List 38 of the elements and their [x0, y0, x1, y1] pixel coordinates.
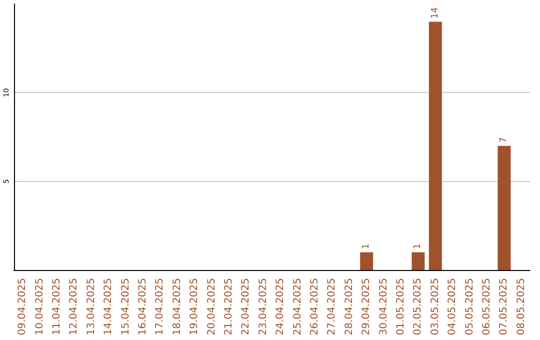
x-tick-label: 26.04.2025	[310, 278, 320, 336]
x-tick-label: 23.04.2025	[258, 278, 269, 336]
x-tick-label: 13.04.2025	[86, 278, 97, 336]
x-tick-label: 11.04.2025	[52, 278, 62, 336]
x-tick-label: 27.04.2025	[326, 278, 338, 336]
x-tick-label: 09.04.2025	[17, 278, 28, 336]
x-tick-label: 05.05.2025	[464, 278, 476, 336]
data-label: 1	[413, 244, 424, 250]
x-tick-label: 16.04.2025	[138, 278, 148, 336]
x-tick-label: 20.04.2025	[206, 278, 218, 336]
x-tick-label: 12.04.2025	[68, 278, 80, 336]
x-tick-label: 15.04.2025	[120, 278, 132, 336]
x-tick-label: 28.04.2025	[344, 278, 355, 336]
bar	[412, 252, 425, 270]
bar	[428, 22, 442, 270]
x-tick-label: 29.04.2025	[361, 278, 372, 336]
data-label: 1	[362, 244, 372, 250]
x-tick-label: 01.05.2025	[396, 278, 406, 336]
x-tick-label: 02.05.2025	[412, 278, 424, 336]
x-tick-label: 08.05.2025	[516, 278, 527, 336]
x-tick-label: 03.05.2025	[430, 278, 441, 336]
x-tick-label: 21.04.2025	[224, 278, 234, 336]
x-tick-label: 10.04.2025	[34, 278, 46, 336]
x-tick-label: 18.04.2025	[172, 278, 183, 336]
x-tick-label: 30.04.2025	[378, 278, 390, 336]
bar	[360, 252, 374, 270]
bar	[498, 146, 511, 270]
x-tick-label: 24.04.2025	[275, 278, 286, 336]
x-tick-label: 17.04.2025	[154, 278, 166, 336]
x-tick-label: 14.04.2025	[103, 278, 114, 336]
x-tick-label: 25.04.2025	[292, 278, 304, 336]
x-tick-label: 04.05.2025	[447, 278, 458, 336]
data-label: 14	[430, 7, 440, 19]
data-label: 7	[499, 137, 510, 143]
x-tick-label: 22.04.2025	[240, 278, 252, 336]
x-tick-label: 07.05.2025	[498, 278, 510, 336]
x-tick-label: 19.04.2025	[189, 278, 200, 336]
x-tick-label: 06.05.2025	[482, 278, 492, 336]
